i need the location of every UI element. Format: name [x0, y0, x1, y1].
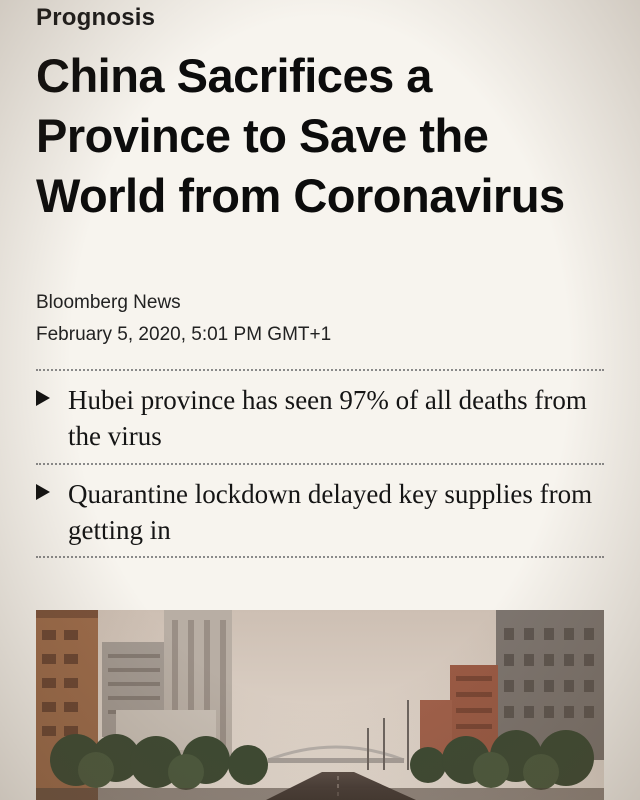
- divider-top: [36, 369, 604, 371]
- divider-bottom: [36, 556, 604, 558]
- summary-bullet-text: Quarantine lockdown delayed key supplies…: [68, 479, 593, 545]
- publish-date: February 5, 2020, 5:01 PM GMT+1: [36, 324, 332, 345]
- divider-middle: [36, 463, 604, 465]
- author-byline[interactable]: Bloomberg News: [36, 292, 181, 313]
- city-street-photo[interactable]: [36, 610, 604, 800]
- triangle-bullet-icon: [36, 484, 50, 500]
- photo-illustration: [36, 610, 604, 800]
- section-label[interactable]: Prognosis: [36, 4, 156, 31]
- article-headline: China Sacrifices a Province to Save the …: [36, 49, 565, 222]
- summary-bullet-text: Hubei province has seen 97% of all death…: [68, 385, 587, 451]
- triangle-bullet-icon: [36, 390, 50, 406]
